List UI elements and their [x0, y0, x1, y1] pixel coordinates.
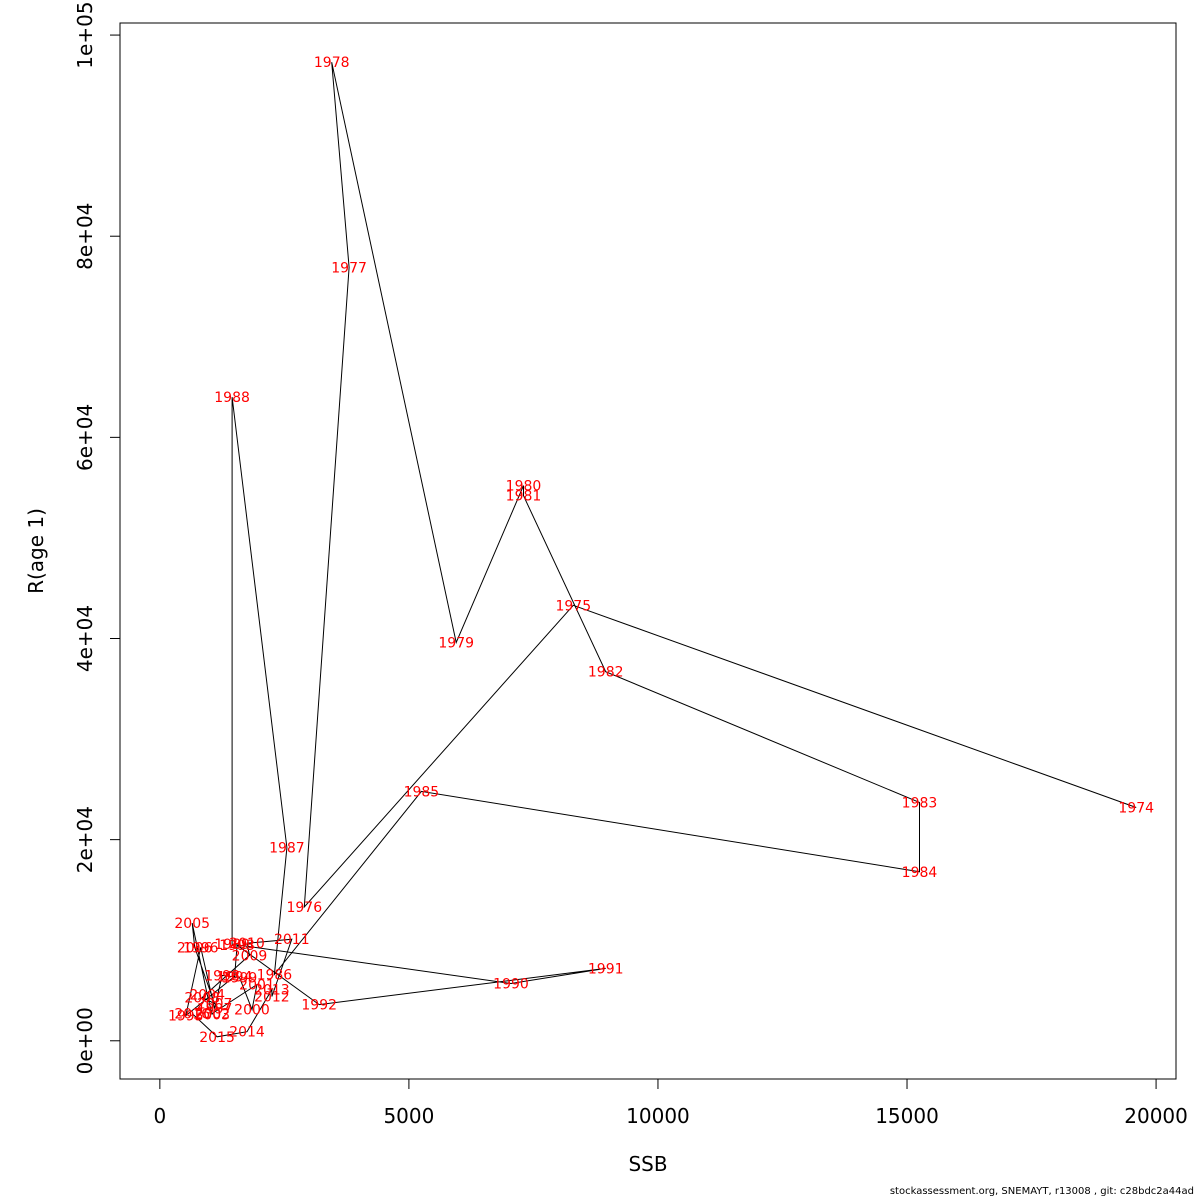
point-label-2011: 2011 — [274, 932, 310, 948]
footer-credit: stockassessment.org, SNEMAYT, r13008 , g… — [889, 1186, 1194, 1197]
x-tick-label: 10000 — [626, 1104, 690, 1128]
point-label-2014: 2014 — [229, 1025, 265, 1041]
x-axis-title: SSB — [628, 1152, 667, 1176]
y-tick-label: 0e+00 — [73, 1007, 97, 1074]
y-tick-label: 4e+04 — [73, 605, 97, 672]
point-label-1988: 1988 — [214, 390, 250, 406]
point-label-2001: 2001 — [239, 978, 275, 994]
x-tick-label: 5000 — [383, 1104, 434, 1128]
series-line — [185, 62, 1137, 1038]
point-label-1975: 1975 — [555, 598, 591, 614]
point-label-1986: 1986 — [257, 967, 293, 983]
point-label-2002: 2002 — [194, 1007, 230, 1023]
point-label-1979: 1979 — [438, 636, 474, 652]
x-tick-label: 15000 — [875, 1104, 939, 1128]
point-label-2013: 2013 — [254, 983, 290, 999]
point-label-1976: 1976 — [286, 900, 322, 916]
y-tick-label: 6e+04 — [73, 404, 97, 471]
point-label-2009: 2009 — [232, 948, 268, 964]
point-label-2005: 2005 — [174, 916, 210, 932]
point-label-2012: 2012 — [254, 990, 290, 1006]
point-label-2016: 2016 — [174, 1007, 210, 1023]
y-tick-label: 1e+05 — [73, 1, 97, 68]
point-label-1978: 1978 — [314, 55, 350, 71]
point-label-1982: 1982 — [588, 665, 624, 681]
point-label-1989: 1989 — [214, 937, 250, 953]
point-label-1992: 1992 — [301, 998, 337, 1014]
point-label-2003: 2003 — [194, 1008, 230, 1024]
point-label-2004: 2004 — [189, 988, 225, 1004]
y-tick-label: 2e+04 — [73, 806, 97, 873]
point-label-2007: 2007 — [197, 997, 233, 1013]
point-label-1984: 1984 — [902, 865, 938, 881]
point-label-1980: 1980 — [506, 479, 542, 495]
point-label-1983: 1983 — [902, 795, 938, 811]
point-label-1981: 1981 — [506, 489, 542, 505]
x-axis: 0 5000 10000 15000 20000 — [153, 1078, 1188, 1128]
point-label-1990: 1990 — [493, 977, 529, 993]
point-label-1991: 1991 — [588, 961, 624, 977]
point-label-2006: 2006 — [177, 940, 213, 956]
point-label-2008: 2008 — [184, 991, 220, 1007]
point-label-1998: 1998 — [204, 968, 240, 984]
point-label-1999: 1999 — [222, 970, 258, 986]
point-label-1996: 1996 — [183, 940, 219, 956]
point-label-1993: 1993 — [219, 938, 255, 954]
point-label-1987: 1987 — [269, 841, 305, 857]
plot-frame — [119, 22, 1177, 1080]
point-label-1994: 1994 — [217, 969, 253, 985]
y-axis-title: R(age 1) — [24, 508, 48, 594]
point-label-1995: 1995 — [168, 1009, 204, 1025]
point-label-1997: 1997 — [197, 1002, 233, 1018]
x-tick-label: 0 — [153, 1104, 166, 1128]
y-axis: 0e+00 2e+04 4e+04 6e+04 8e+04 1e+05 — [73, 1, 121, 1074]
point-label-2000: 2000 — [234, 1003, 270, 1019]
point-label-1985: 1985 — [404, 784, 440, 800]
point-label-2010: 2010 — [229, 936, 265, 952]
point-label-1977: 1977 — [331, 260, 367, 276]
x-tick-label: 20000 — [1124, 1104, 1188, 1128]
y-tick-label: 8e+04 — [73, 203, 97, 270]
point-label-2015: 2015 — [199, 1030, 235, 1046]
point-label-1974: 1974 — [1118, 801, 1154, 817]
